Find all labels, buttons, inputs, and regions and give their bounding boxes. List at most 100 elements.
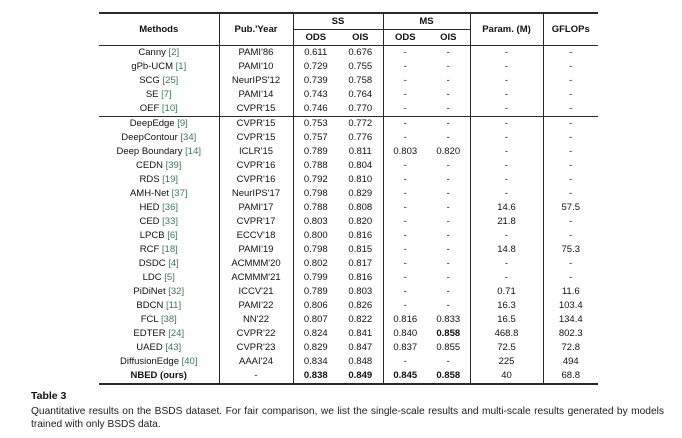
table-row: gPb-UCM [1] PAMI'10 0.729 0.755- - - -: [99, 60, 598, 74]
table-row: SE [7] PAMI'14 0.743 0.764- - - -: [99, 88, 598, 102]
cell-ss-ois: 0.764: [348, 89, 373, 100]
citation-ref: [39]: [165, 160, 182, 171]
cell-pub-year: NeurIPS'17: [218, 187, 293, 201]
method-name: Deep Boundary: [116, 146, 186, 157]
cell-method: UAED [43]: [99, 341, 219, 355]
cell-param: -: [469, 229, 543, 243]
cell-param: -: [469, 88, 543, 102]
citation-ref: [9]: [177, 118, 188, 129]
cell-ms-ois: -: [446, 89, 450, 100]
cell-gflops: 494: [542, 355, 598, 369]
cell-gflops: -: [542, 145, 598, 159]
cell-ms-ois: -: [446, 258, 450, 269]
cell-ss-ois: 0.815: [348, 244, 373, 255]
cell-method: HED [36]: [99, 201, 219, 215]
cell-pub-year: PAMI'10: [218, 60, 293, 74]
cell-ss-ods: 0.798: [292, 243, 338, 257]
cell-pub-year: CVPR'16: [218, 173, 293, 187]
table-row: DiffusionEdge [40] AAAI'24 0.834 0.848- -225…: [99, 355, 598, 369]
cell-ss-ods: 0.834: [292, 355, 338, 369]
cell-ms-ods: 0.845: [382, 369, 427, 384]
citation-ref: [5]: [164, 272, 175, 283]
table-row: LPCB [6] ECCV'18 0.800 0.816- - - -: [99, 229, 598, 243]
cell-ss-ods: 0.829: [292, 341, 338, 355]
cell-pub-year: ECCV'18: [218, 229, 293, 243]
cell-param: 40: [469, 369, 543, 384]
cell-ss-ods: 0.803: [292, 215, 338, 229]
cell-method: BDCN [11]: [99, 299, 219, 313]
cell-pub-year: CVPR'15: [218, 102, 293, 117]
cell-ss-ods: 0.838: [292, 369, 338, 384]
cell-ms-ois: 0.855: [436, 342, 461, 353]
cell-method: EDTER [24]: [99, 327, 219, 341]
cell-ms-ois: -: [427, 116, 470, 131]
cell-ms-ods: -: [382, 173, 427, 187]
cell-ss-ois: 0.822: [348, 314, 373, 325]
cell-ms-ois: -: [446, 356, 450, 367]
cell-ss-ods: 0.824: [292, 327, 338, 341]
cell-ss-ods: 0.753: [292, 116, 338, 131]
citation-ref: [34]: [180, 132, 197, 143]
cell-ms-ois: -: [446, 272, 450, 283]
cell-ss-ods: 0.788: [292, 159, 338, 173]
method-name: DeepEdge: [129, 118, 178, 129]
cell-method: RDS [19]: [99, 173, 219, 187]
col-header-pub-year: Pub.'Year: [218, 13, 293, 46]
cell-pub-year: CVPR'23: [218, 341, 293, 355]
cell-ms-ois: -: [446, 286, 450, 297]
cell-ms-ois: -: [446, 47, 450, 58]
cell-ss-ods: 0.611: [292, 45, 338, 60]
cell-ms-ods: -: [382, 45, 427, 60]
cell-ss-ois: 0.776: [348, 132, 373, 143]
cell-param: 14.8: [469, 243, 543, 257]
cell-param: 72.5: [469, 341, 543, 355]
cell-ss-ods: 0.807: [292, 313, 338, 327]
method-name: gPb-UCM: [131, 61, 176, 72]
col-header-ms-ois: OIS: [427, 29, 470, 46]
citation-ref: [32]: [168, 286, 185, 297]
cell-ss-ois: 0.755: [348, 61, 373, 72]
cell-gflops: -: [542, 60, 598, 74]
cell-ms-ois: -: [446, 202, 450, 213]
cell-ms-ods: -: [382, 131, 427, 145]
table-row: CED [33] CVPR'17 0.803 0.820- -21.8-: [99, 215, 598, 229]
cell-param: -: [469, 60, 543, 74]
cell-ms-ois: -: [446, 230, 450, 241]
method-name: DiffusionEdge: [120, 356, 182, 367]
method-name: SCG: [139, 75, 163, 86]
header-row-metrics: ODS OIS ODS OIS: [99, 29, 598, 46]
cell-ms-ods: -: [382, 355, 427, 369]
cell-ms-ods: -: [382, 257, 427, 271]
col-header-gflops: GFLOPs: [542, 13, 598, 46]
table-row: CEDN [39] CVPR'16 0.788 0.804- - - -: [99, 159, 598, 173]
cell-param: 16.5: [469, 313, 543, 327]
citation-ref: [10]: [161, 103, 178, 114]
cell-ms-ois: -: [446, 103, 450, 114]
cell-pub-year: CVPR'15: [218, 131, 293, 145]
cell-ms-ods: -: [382, 243, 427, 257]
cell-ms-ods: 0.837: [382, 341, 427, 355]
method-name: EDTER: [133, 328, 169, 339]
cell-param: -: [469, 257, 543, 271]
cell-ss-ois: 0.811: [348, 146, 372, 157]
cell-ms-ods: -: [382, 102, 427, 117]
method-name: FCL: [140, 314, 161, 325]
cell-pub-year: ICLR'15: [218, 145, 293, 159]
cell-method: RCF [18]: [99, 243, 219, 257]
cell-ss-ods: 0.799: [292, 271, 338, 285]
cell-ms-ois: -: [446, 174, 450, 185]
cell-gflops: -: [542, 88, 598, 102]
cell-gflops: -: [542, 159, 598, 173]
citation-ref: [36]: [162, 202, 179, 213]
table-row: RDS [19] CVPR'16 0.792 0.810- - - -: [99, 173, 598, 187]
table-row: OEF [10] CVPR'15 0.746 0.770- - - -: [99, 102, 598, 117]
header-row-groups: Methods Pub.'Year SS MS Param. (M) GFLOP…: [99, 13, 598, 46]
cell-ms-ods: -: [382, 299, 427, 313]
cell-ss-ois: 0.758: [348, 75, 373, 86]
cell-ms-ods: -: [382, 74, 427, 88]
cell-gflops: -: [542, 229, 598, 243]
method-name: CED: [139, 216, 163, 227]
cell-pub-year: PAMI'19: [218, 243, 293, 257]
cell-pub-year: CVPR'17: [218, 215, 293, 229]
cell-ss-ods: 0.757: [292, 131, 338, 145]
